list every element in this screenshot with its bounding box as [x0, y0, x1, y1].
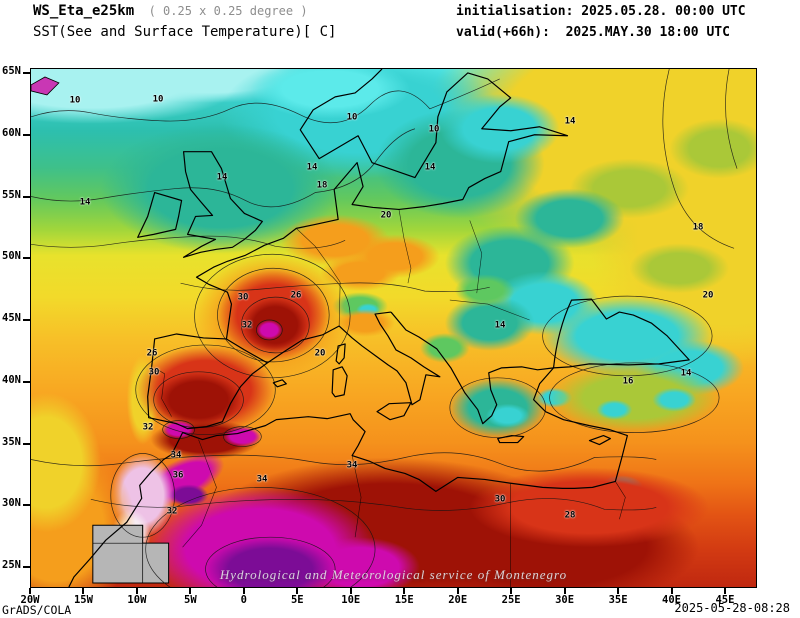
lon-tick-label: 15W: [73, 594, 93, 606]
contour-lines: [31, 69, 738, 587]
coastlines: [68, 69, 690, 587]
lon-tickmark: [617, 588, 620, 594]
lon-tickmark: [456, 588, 459, 594]
lon-tick-label: 25E: [501, 594, 521, 606]
map-frame: [30, 68, 757, 588]
initialisation-time: initialisation: 2025.05.28. 00:00 UTC: [456, 4, 746, 19]
lat-tickmark: [23, 380, 30, 383]
lon-tickmark: [82, 588, 85, 594]
lon-tickmark: [189, 588, 192, 594]
model-name: WS_Eta_e25km: [33, 3, 135, 19]
lon-tickmark: [29, 588, 31, 594]
lat-tickmark: [23, 257, 30, 260]
lat-tick-label: 50N: [2, 250, 21, 263]
lon-tick-label: 10W: [127, 594, 147, 606]
lat-tick-label: 25N: [2, 559, 21, 571]
lat-tick-label: 35N: [2, 435, 21, 448]
lat-tick-label: 30N: [2, 497, 21, 510]
longitude-axis: 20W 15W 10W 5W 0 5E 10E 15E 20E 25E 30E 35E 40E 45E: [21, 588, 775, 616]
lat-tick-label: 65N: [2, 65, 21, 77]
lon-tick-label: 20W: [20, 594, 40, 606]
lon-tickmark: [403, 588, 406, 594]
lon-tickmark: [242, 588, 245, 594]
lat-tickmark: [23, 195, 30, 198]
lat-tickmark: [23, 319, 30, 321]
lat-tick-label: 60N: [2, 126, 21, 139]
latitude-axis: 65N 60N 55N 50N 45N 40N 35N 30N 25N: [0, 65, 30, 592]
lat-tickmark: [23, 72, 30, 74]
lat-tick-label: 40N: [2, 373, 21, 386]
temperature-contour-map: [31, 69, 756, 587]
lon-tickmark: [349, 588, 352, 594]
lon-tick-label: 15E: [394, 594, 414, 606]
lon-tickmark: [510, 588, 513, 594]
lat-tick-label: 55N: [2, 188, 21, 201]
lon-tick-label: 20E: [448, 594, 468, 606]
model-title: WS_Eta_e25km ( 0.25 x 0.25 degree ): [33, 3, 308, 19]
lon-tick-label: 35E: [608, 594, 628, 606]
lon-tickmark: [670, 588, 673, 594]
lon-tickmark: [135, 588, 138, 594]
lon-tick-label: 30E: [555, 594, 575, 606]
lon-tickmark: [296, 588, 299, 594]
country-borders: [154, 209, 626, 587]
lat-tick-label: 45N: [2, 312, 21, 324]
lon-tick-label: 45E: [715, 594, 735, 606]
grads-credit: GrADS/COLA: [2, 603, 72, 617]
lon-tick-label: 5E: [290, 594, 304, 606]
grid-resolution-note: ( 0.25 x 0.25 degree ): [134, 4, 308, 18]
lon-tickmark: [723, 588, 726, 594]
lon-tick-label: 40E: [662, 594, 681, 606]
lat-tickmark: [23, 442, 30, 445]
lon-tick-label: 10E: [341, 594, 361, 606]
lon-tickmark: [563, 588, 566, 594]
valid-time: valid(+66h): 2025.MAY.30 18:00 UTC: [456, 25, 730, 40]
lat-tickmark: [23, 133, 30, 136]
lat-tickmark: [23, 504, 30, 507]
creation-timestamp: 2025-05-28-08:28: [674, 601, 790, 615]
lon-tick-label: 0: [240, 594, 247, 606]
variable-title: SST(See and Surface Temperature)[ C]: [33, 24, 337, 40]
lon-tick-label: 5W: [184, 594, 197, 606]
lat-tickmark: [23, 566, 30, 568]
